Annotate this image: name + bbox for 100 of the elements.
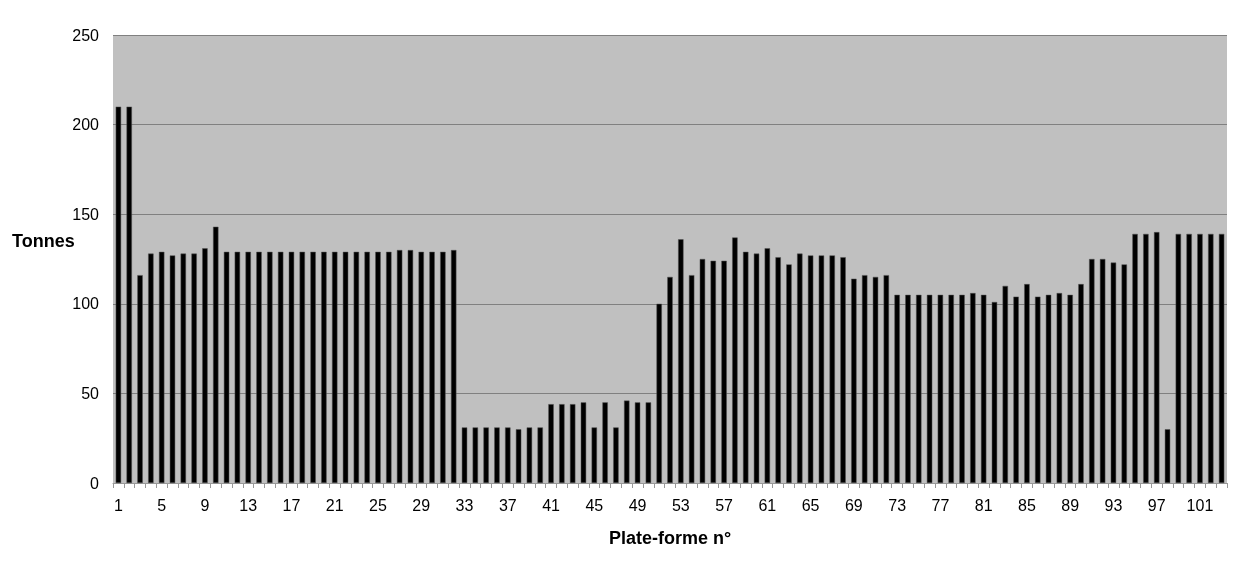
bar <box>364 251 370 483</box>
bar <box>710 260 716 483</box>
bar <box>277 251 284 483</box>
bar <box>980 294 987 483</box>
bar <box>1121 264 1127 483</box>
x-tick-label: 61 <box>758 496 777 514</box>
bar <box>840 257 846 483</box>
bar <box>137 275 143 483</box>
bar <box>613 427 619 483</box>
bar <box>223 251 230 483</box>
bar <box>115 106 122 483</box>
bar <box>699 259 706 483</box>
x-axis-title: Plate-forme n° <box>608 528 732 548</box>
bar <box>645 402 652 483</box>
bar <box>851 278 857 483</box>
bar <box>634 402 641 483</box>
bar <box>180 253 186 483</box>
y-tick-label: 100 <box>72 295 100 313</box>
x-tick-label: 89 <box>1061 496 1080 514</box>
bar <box>580 402 587 483</box>
bar <box>429 251 435 483</box>
bar <box>1035 296 1041 483</box>
bar <box>461 427 468 483</box>
bar <box>1013 296 1019 483</box>
x-tick-label: 65 <box>801 496 820 514</box>
bar <box>926 294 933 483</box>
bar <box>191 253 197 483</box>
bar <box>872 276 879 483</box>
y-tick-label: 0 <box>90 474 100 492</box>
bar <box>494 427 500 483</box>
x-tick-label: 49 <box>628 496 647 514</box>
y-tick-label: 50 <box>81 384 100 402</box>
x-tick-label: 13 <box>239 496 258 514</box>
bar <box>332 251 338 483</box>
bar <box>753 253 760 483</box>
bar <box>407 250 414 483</box>
bar <box>288 251 295 483</box>
bar <box>786 264 792 483</box>
bar <box>1197 233 1203 483</box>
bar <box>396 250 403 483</box>
bar <box>440 251 446 483</box>
bar <box>1067 294 1073 483</box>
bar <box>1143 233 1149 483</box>
x-tick-label: 41 <box>542 496 561 514</box>
bar <box>602 402 608 483</box>
bar <box>548 404 554 483</box>
bar <box>959 294 965 483</box>
x-tick-label: 81 <box>974 496 993 514</box>
bar <box>970 293 976 483</box>
x-tick-label: 21 <box>325 496 344 514</box>
bar <box>386 251 392 483</box>
bar <box>991 302 998 483</box>
bar <box>656 303 662 483</box>
bar <box>1045 294 1052 483</box>
x-tick-label: 69 <box>844 496 863 514</box>
bar <box>569 404 576 483</box>
bar <box>1078 284 1084 483</box>
bar <box>450 250 457 483</box>
x-tick-label: 17 <box>282 496 301 514</box>
x-tick-label: 33 <box>455 496 474 514</box>
x-tick-label: 73 <box>888 496 907 514</box>
bar <box>148 253 154 483</box>
bar <box>213 226 219 483</box>
bar <box>234 251 241 483</box>
bar <box>829 255 835 483</box>
bar <box>245 251 251 483</box>
bar <box>1132 233 1138 483</box>
bar <box>526 427 533 483</box>
x-tick-label: 37 <box>498 496 517 514</box>
bar <box>1164 429 1171 483</box>
bar <box>894 294 900 483</box>
x-tick-label: 77 <box>931 496 950 514</box>
x-tick-label: 25 <box>369 496 387 514</box>
bar <box>1218 233 1225 483</box>
bar <box>818 255 825 483</box>
bar <box>678 239 684 483</box>
x-tick-label: 53 <box>671 496 690 514</box>
bar <box>807 255 814 483</box>
y-tick-label: 200 <box>72 116 100 134</box>
bar <box>515 429 522 483</box>
bar <box>202 248 208 483</box>
bar <box>1089 259 1095 483</box>
bar <box>1099 259 1106 483</box>
bar <box>559 404 565 483</box>
bar <box>267 251 273 483</box>
bar <box>256 251 262 483</box>
bar <box>1110 262 1117 483</box>
bar <box>764 248 771 483</box>
bar <box>321 251 327 483</box>
bar <box>418 251 424 483</box>
x-tick-label: 57 <box>715 496 734 514</box>
bar <box>1175 233 1182 483</box>
bar <box>775 257 781 483</box>
x-tick-label: 93 <box>1104 496 1123 514</box>
x-tick-label: 29 <box>412 496 431 514</box>
bar <box>158 251 165 483</box>
x-tick-label: 45 <box>585 496 604 514</box>
x-tick-label: 85 <box>1018 496 1036 514</box>
bar <box>667 276 673 483</box>
bar <box>472 427 479 483</box>
